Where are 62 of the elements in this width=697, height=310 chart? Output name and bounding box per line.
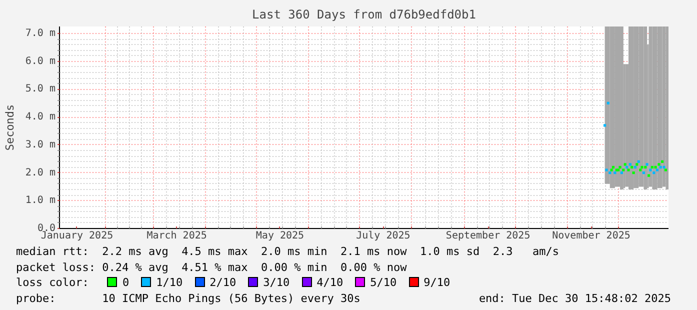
point xyxy=(646,163,648,166)
point xyxy=(610,168,613,172)
text: probe: 10 ICMP Echo Pings (56 Bytes) every 30s xyxy=(16,290,360,306)
point xyxy=(647,174,650,177)
text: packet loss: 0.24 % avg 4.51 % max 0.00 % min 0.00 % now xyxy=(16,260,408,275)
x-tick-label: July 2025 xyxy=(356,230,410,242)
point xyxy=(630,166,634,169)
text: median rtt: 2.2 ms avg 4.5 ms max 2.0 ms min 2.1 ms now 1.0 ms sd 2.3 am/s xyxy=(16,244,560,260)
legend-label: 9/10 xyxy=(424,276,450,289)
point xyxy=(625,166,628,169)
x-tick-label: September 2025 xyxy=(446,230,530,242)
point xyxy=(620,171,624,174)
text: end: Tue Dec 30 15:48:02 2025 xyxy=(478,290,671,306)
point xyxy=(652,171,656,174)
legend-label: 4/10 xyxy=(316,276,344,289)
legend-label: 1/10 xyxy=(156,276,183,289)
point xyxy=(664,168,667,172)
point xyxy=(628,163,632,166)
y-tick-label: 3.0 m xyxy=(25,139,56,150)
y-tick-label: 2.0 m xyxy=(25,167,56,178)
point xyxy=(605,168,608,172)
point xyxy=(650,166,654,169)
point xyxy=(658,163,660,166)
point xyxy=(639,168,642,172)
x-tick-label: November 2025 xyxy=(552,230,630,242)
point xyxy=(662,166,666,169)
x-tick-label: May 2025 xyxy=(256,230,304,242)
point xyxy=(654,166,657,169)
point xyxy=(644,166,647,169)
point xyxy=(642,171,646,174)
legend-label: 2/10 xyxy=(210,276,236,289)
x-tick-label: January 2025 xyxy=(40,230,114,242)
x-tick-label: March 2025 xyxy=(146,230,207,242)
point xyxy=(606,102,610,104)
y-tick-label: 5.0 m xyxy=(25,84,56,95)
point xyxy=(622,168,625,172)
point xyxy=(661,160,664,163)
y-axis-title: Seconds xyxy=(3,104,16,151)
point xyxy=(636,163,638,166)
legend-label: 3/10 xyxy=(263,276,290,289)
point xyxy=(649,168,652,172)
point xyxy=(640,166,644,169)
point xyxy=(624,163,626,166)
point xyxy=(618,166,622,169)
legend-title: loss color: xyxy=(16,276,89,289)
point xyxy=(632,171,635,174)
y-tick-label: 6.0 m xyxy=(25,56,56,67)
legend-label: 5/10 xyxy=(370,276,397,289)
point xyxy=(608,171,612,174)
legend-label: 0 xyxy=(122,276,130,289)
point xyxy=(634,166,637,169)
point xyxy=(612,166,615,169)
point xyxy=(614,171,616,174)
point xyxy=(659,166,662,169)
chart-title: Last 360 Days from d76b9edfd0b1 xyxy=(252,8,476,22)
y-tick-label: 4.0 m xyxy=(25,112,56,123)
point xyxy=(656,168,659,172)
y-tick-label: 1.0 m xyxy=(25,195,56,206)
y-tick-label: 7.0 m xyxy=(25,28,56,39)
point xyxy=(627,168,630,172)
point xyxy=(603,124,606,127)
point xyxy=(637,160,640,163)
